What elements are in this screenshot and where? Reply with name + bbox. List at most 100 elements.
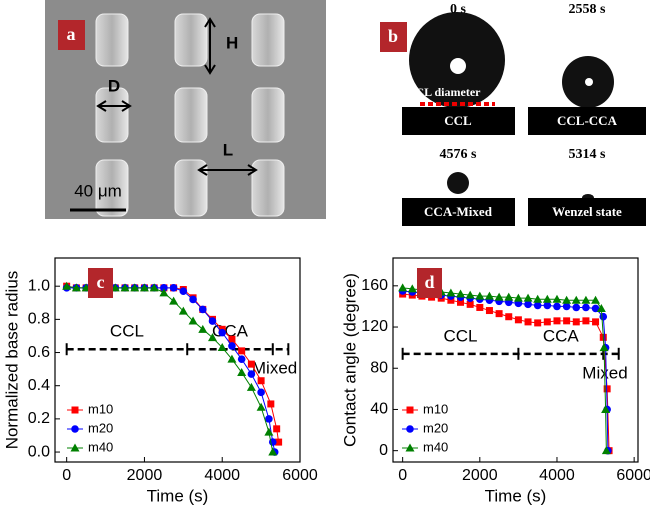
y-tick-label: 0.6 (28, 344, 50, 361)
data-point (596, 303, 606, 312)
data-point (160, 284, 168, 292)
data-point (494, 292, 504, 301)
pillars (95, 13, 285, 217)
x-tick-label: 2000 (127, 467, 163, 484)
data-point (553, 302, 561, 311)
panel-b: b CL diameter 0 s 2558 s 4576 s 5314 s C… (380, 2, 646, 226)
data-point (237, 355, 246, 363)
data-point (504, 292, 514, 301)
x-tick-label: 6000 (282, 467, 318, 484)
data-point (139, 283, 149, 292)
panel-label: c (97, 272, 105, 292)
data-point (591, 304, 600, 313)
data-point (246, 382, 256, 391)
panel-label: d (424, 272, 434, 292)
annotation: H (226, 33, 238, 52)
data-point (601, 404, 611, 413)
data-point (198, 305, 207, 314)
regime-label: CCA (543, 326, 580, 345)
frame-time: 2558 s (569, 2, 607, 17)
frame-time: 5314 s (569, 147, 607, 162)
y-axis-label: Normalized base radius (2, 271, 21, 450)
substrate (402, 198, 515, 226)
data-point (398, 283, 408, 292)
data-point (217, 343, 227, 352)
data-point (552, 294, 562, 303)
legend-label: m20 (88, 420, 113, 435)
panel-label-box (58, 20, 85, 50)
substrate (528, 107, 646, 135)
data-point (110, 283, 120, 292)
y-tick-label: 40 (370, 401, 388, 418)
data-point (179, 287, 188, 295)
x-axis-label: Time (s) (147, 486, 209, 505)
data-point (592, 318, 600, 326)
frame-state: CCL (444, 113, 472, 128)
data-point (533, 301, 542, 310)
data-point (159, 288, 169, 297)
panel-label-box (417, 268, 442, 298)
y-tick-label: 0.0 (28, 443, 50, 460)
legend-marker (71, 406, 79, 414)
data-point (562, 302, 571, 311)
data-point (267, 400, 275, 408)
data-point (237, 367, 247, 376)
panel-label-box (380, 22, 407, 52)
data-point (484, 291, 494, 300)
data-point (130, 283, 140, 292)
y-tick-label: 0 (379, 442, 388, 459)
y-tick-label: 160 (361, 277, 388, 294)
frame-state: CCA-Mixed (424, 204, 493, 219)
data-point (264, 427, 274, 436)
data-point (189, 295, 197, 304)
legend-label: m10 (423, 401, 448, 416)
legend-marker (406, 406, 414, 414)
y-tick-label: 0.2 (28, 410, 50, 427)
data-point (238, 347, 246, 355)
data-point (169, 296, 179, 305)
x-tick-label: 4000 (539, 467, 575, 484)
data-point (198, 324, 208, 333)
data-point (188, 316, 198, 325)
y-axis-label: Contact angle (degree) (340, 273, 359, 447)
panel-a: a H D L 40 μm (45, 0, 326, 219)
data-point (265, 415, 273, 423)
frame-time: 0 s (450, 2, 467, 17)
legend-label: m20 (423, 420, 448, 435)
annotation: D (108, 76, 120, 95)
data-point (485, 307, 493, 315)
data-point (208, 333, 217, 342)
data-point (599, 312, 608, 321)
data-point (591, 295, 601, 304)
data-point (562, 295, 572, 304)
legend-label: m40 (88, 439, 113, 454)
data-point (582, 317, 590, 325)
data-point (407, 284, 417, 293)
annotation: L (223, 140, 233, 159)
data-point (247, 360, 255, 368)
data-point (542, 294, 552, 303)
legend-marker (405, 443, 415, 452)
data-point (495, 310, 503, 318)
data-point (218, 328, 227, 337)
data-point (571, 295, 581, 304)
data-point (178, 306, 188, 315)
data-point (227, 354, 237, 363)
x-tick-label: 2000 (462, 467, 498, 484)
data-point (513, 293, 523, 302)
data-point (524, 300, 532, 309)
data-point (169, 284, 178, 292)
x-tick-label: 0 (62, 467, 71, 484)
data-point (524, 318, 532, 326)
legend-marker (406, 425, 414, 433)
data-point (257, 388, 265, 397)
data-point (457, 298, 465, 306)
x-tick-label: 6000 (616, 467, 650, 484)
regime-label: CCL (444, 326, 478, 345)
x-axis-label: Time (s) (485, 486, 547, 505)
data-point (71, 283, 81, 292)
series-line (66, 285, 280, 443)
data-point (601, 446, 611, 455)
legend-label: m40 (423, 439, 448, 454)
